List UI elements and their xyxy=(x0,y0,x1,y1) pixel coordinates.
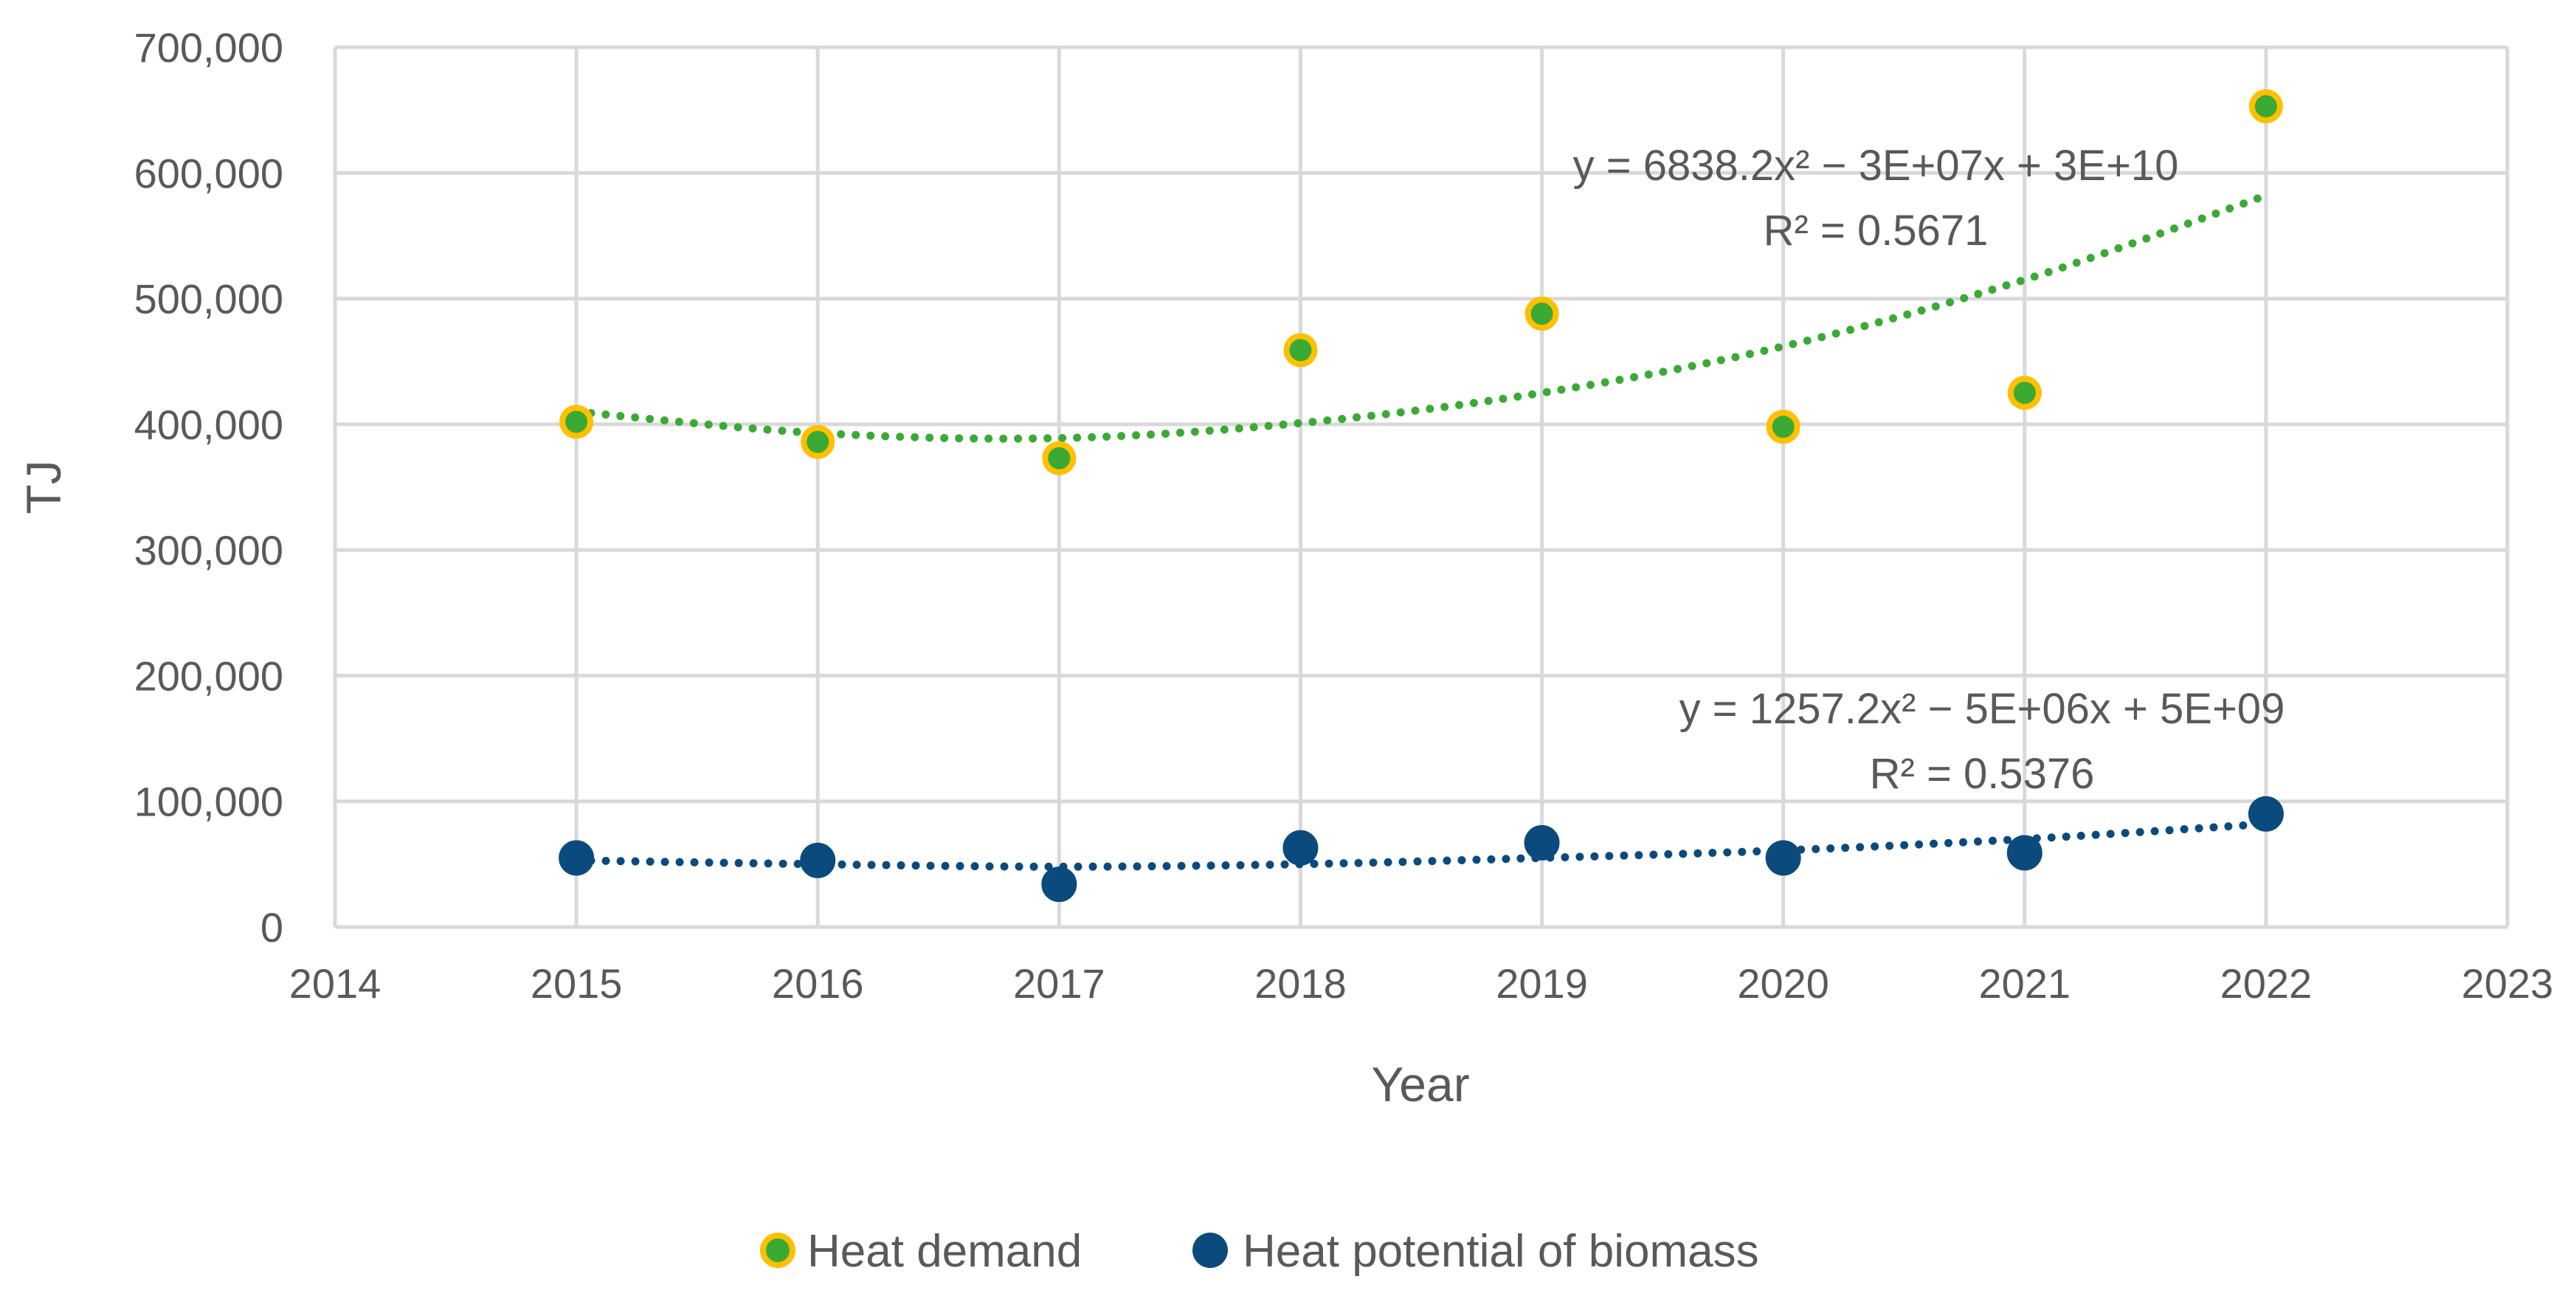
x-tick-label: 2021 xyxy=(1978,960,2071,1007)
trendlines xyxy=(572,191,2271,871)
heat-demand-point xyxy=(1042,441,1077,475)
biomass-trendline-r2: R² = 0.5376 xyxy=(1870,750,2095,798)
legend-label-biomass: Heat potential of biomass xyxy=(1243,1226,1759,1277)
legend-marker-biomass xyxy=(1192,1233,1228,1268)
y-tick-label: 0 xyxy=(260,904,283,951)
heat-demand-trendline-equation: y = 6838.2x² − 3E+07x + 3E+10 xyxy=(1573,142,2179,190)
y-axis-title: TJ xyxy=(16,460,71,514)
x-tick-label: 2015 xyxy=(531,960,623,1007)
biomass-point xyxy=(1282,830,1319,866)
biomass-trendline-equation: y = 1257.2x² − 5E+06x + 5E+09 xyxy=(1679,685,2285,733)
biomass-point xyxy=(1765,840,1801,876)
legend: Heat demand Heat potential of biomass xyxy=(760,1226,1759,1277)
y-tick-label: 600,000 xyxy=(134,150,283,196)
x-tick-label: 2020 xyxy=(1737,960,1829,1007)
data-points xyxy=(559,89,2284,903)
y-tick-label: 500,000 xyxy=(134,276,283,323)
heat-demand-point xyxy=(801,424,835,459)
biomass-trendline xyxy=(572,819,2271,871)
x-axis-title: Year xyxy=(1371,1057,1469,1112)
biomass-point xyxy=(2006,835,2043,871)
heat-demand-point xyxy=(1283,333,1318,368)
x-tick-label: 2014 xyxy=(289,960,381,1007)
biomass-point xyxy=(1041,866,1077,903)
heat-demand-point xyxy=(1766,410,1800,444)
biomass-point xyxy=(2248,796,2284,832)
y-tick-label: 200,000 xyxy=(134,652,283,699)
heat-demand-point xyxy=(2007,376,2042,410)
x-tick-label: 2019 xyxy=(1496,960,1588,1007)
x-tick-label: 2023 xyxy=(2462,960,2554,1007)
y-tick-label: 400,000 xyxy=(134,402,283,448)
x-tick-label: 2022 xyxy=(2220,960,2313,1007)
heat-demand-trendline xyxy=(572,191,2271,443)
x-tick-label: 2017 xyxy=(1013,960,1105,1007)
biomass-point xyxy=(559,840,595,876)
biomass-point xyxy=(800,842,836,878)
axis-ticks: 0 100,000 200,000 300,000 400,000 500,000 600,… xyxy=(134,24,2554,1007)
heat-demand-point xyxy=(1524,297,1559,331)
biomass-point xyxy=(1524,824,1560,861)
y-tick-label: 700,000 xyxy=(134,24,283,71)
heat-demand-point xyxy=(2248,89,2283,124)
x-tick-label: 2016 xyxy=(772,960,864,1007)
heat-demand-trendline-r2: R² = 0.5671 xyxy=(1764,207,1989,255)
heat-demand-point xyxy=(559,404,594,439)
x-tick-label: 2018 xyxy=(1254,960,1347,1007)
legend-label-heat-demand: Heat demand xyxy=(807,1226,1082,1277)
legend-marker-heat-demand xyxy=(760,1233,795,1268)
grid-lines xyxy=(333,45,2510,929)
y-tick-label: 100,000 xyxy=(134,779,283,825)
y-tick-label: 300,000 xyxy=(134,527,283,573)
